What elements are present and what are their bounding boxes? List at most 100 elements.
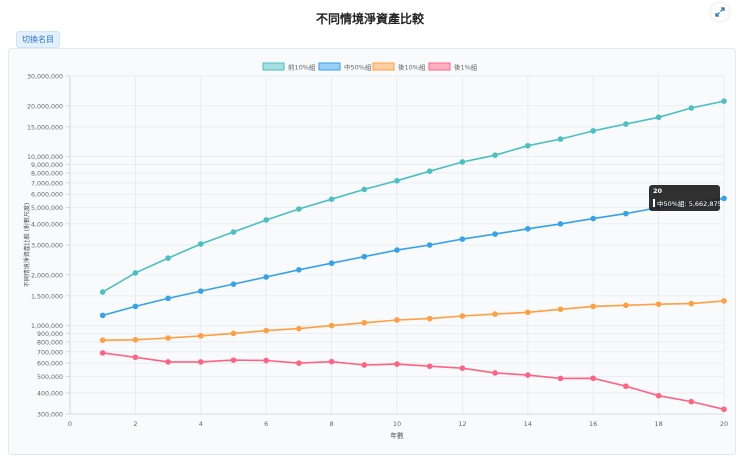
y-tick-label: 300,000 [37, 412, 63, 419]
data-point[interactable] [394, 247, 400, 253]
toggle-nominal-button[interactable]: 切換名目 [16, 31, 60, 48]
expand-button[interactable] [711, 3, 729, 21]
x-tick-label: 18 [654, 420, 662, 428]
data-point[interactable] [132, 303, 139, 310]
data-point[interactable] [655, 301, 662, 307]
x-tick-label: 14 [524, 420, 532, 428]
data-point[interactable] [296, 360, 302, 366]
data-point[interactable] [426, 242, 433, 248]
x-tick-label: 8 [330, 420, 334, 428]
data-point[interactable] [165, 295, 171, 302]
data-point[interactable] [99, 312, 106, 319]
x-tick-label: 2 [133, 420, 137, 428]
data-point[interactable] [263, 327, 270, 334]
data-point[interactable] [525, 142, 531, 149]
tooltip-title: 20 [653, 187, 663, 195]
data-point[interactable] [459, 313, 466, 319]
data-point[interactable] [328, 358, 335, 365]
data-point[interactable] [263, 357, 270, 364]
data-point[interactable] [525, 372, 531, 378]
data-point[interactable] [525, 226, 531, 232]
data-point[interactable] [328, 196, 335, 202]
series-line [102, 197, 725, 317]
tooltip-label: 中50%組: 5,662,875 [657, 200, 722, 208]
data-point[interactable] [394, 361, 400, 367]
data-point[interactable] [361, 319, 368, 326]
data-point[interactable] [328, 260, 335, 267]
data-point[interactable] [132, 336, 139, 343]
data-point[interactable] [198, 288, 204, 294]
legend-item[interactable]: 後10%組 [372, 62, 426, 71]
legend-label: 後10%組 [398, 62, 426, 71]
data-point[interactable] [623, 383, 629, 390]
data-point[interactable] [361, 362, 368, 368]
data-point[interactable] [230, 229, 237, 235]
data-point[interactable] [525, 309, 531, 316]
data-point[interactable] [590, 215, 597, 222]
data-point[interactable] [590, 303, 597, 310]
expand-icon [715, 7, 725, 17]
data-point[interactable] [394, 317, 400, 323]
data-point[interactable] [230, 281, 237, 287]
data-point[interactable] [721, 298, 727, 304]
y-tick-label: 10,000,000 [27, 154, 63, 161]
data-point[interactable] [459, 236, 466, 242]
data-point[interactable] [590, 375, 597, 382]
data-point[interactable] [165, 335, 171, 341]
data-point[interactable] [99, 350, 106, 356]
data-point[interactable] [99, 337, 106, 343]
data-point[interactable] [426, 363, 433, 370]
data-point[interactable] [688, 300, 695, 307]
x-tick-label: 4 [199, 420, 203, 428]
y-tick-label: 20,000,000 [27, 103, 63, 110]
data-point[interactable] [721, 195, 727, 202]
data-point[interactable] [165, 255, 171, 261]
data-point[interactable] [492, 370, 498, 376]
data-point[interactable] [198, 241, 204, 247]
data-point[interactable] [721, 406, 727, 413]
data-point[interactable] [459, 159, 466, 165]
data-point[interactable] [623, 210, 629, 217]
data-point[interactable] [230, 330, 237, 337]
data-point[interactable] [688, 105, 695, 111]
data-point[interactable] [655, 114, 662, 121]
data-point[interactable] [426, 168, 433, 174]
data-point[interactable] [165, 359, 171, 365]
legend-item[interactable]: 中50%組 [318, 62, 372, 71]
data-point[interactable] [328, 322, 335, 329]
data-point[interactable] [296, 325, 302, 332]
data-point[interactable] [557, 136, 564, 142]
data-point[interactable] [361, 186, 368, 193]
data-point[interactable] [623, 302, 629, 309]
data-point[interactable] [721, 98, 727, 104]
data-point[interactable] [557, 375, 564, 382]
data-point[interactable] [198, 333, 204, 339]
data-point[interactable] [296, 206, 302, 212]
legend-item[interactable]: 後1%組 [428, 62, 478, 71]
data-point[interactable] [655, 392, 662, 399]
y-tick-label: 4,000,000 [31, 221, 63, 228]
data-point[interactable] [459, 365, 466, 371]
data-point[interactable] [492, 231, 498, 237]
y-tick-label: 1,500,000 [31, 293, 63, 300]
data-point[interactable] [132, 270, 139, 276]
y-tick-label: 6,000,000 [31, 192, 63, 199]
data-point[interactable] [263, 217, 270, 223]
data-point[interactable] [394, 177, 400, 184]
data-point[interactable] [361, 253, 368, 260]
data-point[interactable] [590, 128, 597, 134]
data-point[interactable] [230, 357, 237, 363]
data-point[interactable] [198, 359, 204, 365]
data-point[interactable] [426, 315, 433, 322]
data-point[interactable] [688, 398, 695, 405]
data-point[interactable] [557, 221, 564, 227]
data-point[interactable] [99, 289, 106, 295]
data-point[interactable] [132, 354, 139, 361]
legend-item[interactable]: 前10%組 [262, 62, 316, 71]
data-point[interactable] [557, 306, 564, 313]
data-point[interactable] [492, 311, 498, 317]
data-point[interactable] [623, 121, 629, 127]
data-point[interactable] [296, 266, 302, 273]
data-point[interactable] [263, 274, 270, 280]
data-point[interactable] [492, 152, 498, 158]
